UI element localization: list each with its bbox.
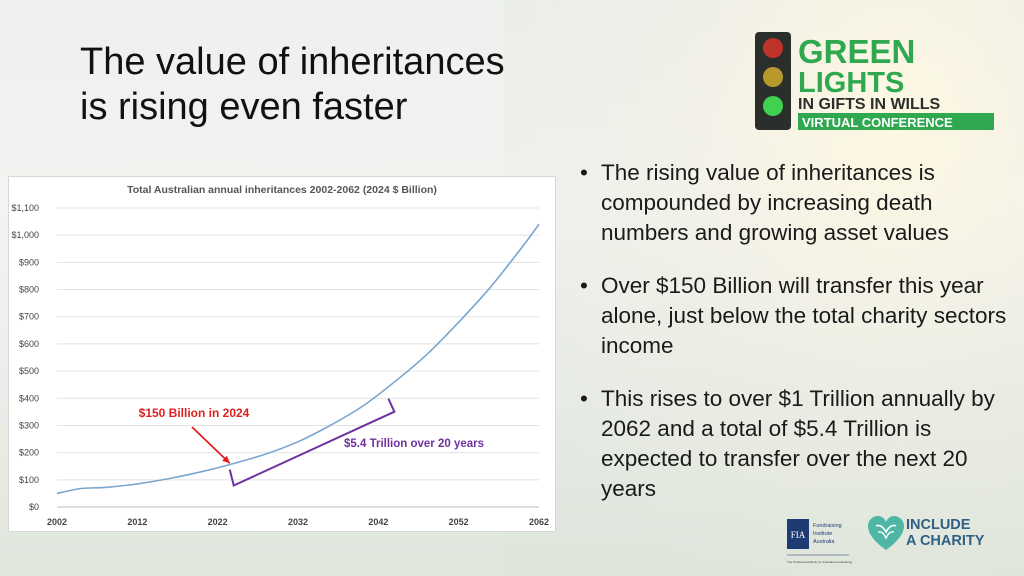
- bullet-glyph: •: [580, 386, 588, 411]
- chart-title: Total Australian annual inheritances 200…: [127, 184, 437, 196]
- include-a-charity-logo: [866, 514, 1006, 554]
- line-chart: Total Australian annual inheritances 200…: [11, 184, 549, 527]
- title-line-1: The value of inheritances: [80, 41, 505, 83]
- logo-graphic: GREEN LIGHTS IN GIFTS IN WILLS VIRTUAL C…: [755, 32, 994, 130]
- fia-name-3: Australia: [813, 539, 835, 545]
- x-tick-label: 2022: [208, 517, 228, 527]
- include-line-2: A CHARITY: [906, 533, 985, 549]
- purple-bracket: [228, 398, 396, 487]
- chart-panel: Total Australian annual inheritances 200…: [8, 176, 556, 532]
- bullet-item-2: • Over $150 Billion will transfer this ye…: [578, 271, 1018, 361]
- fia-name-2: Institute: [813, 531, 832, 537]
- x-tick-label: 2012: [127, 517, 147, 527]
- fia-abbr: FIA: [791, 530, 806, 540]
- green-lights-logo: GREEN LIGHTS IN GIFTS IN WILLS VIRTUAL C…: [752, 30, 1002, 134]
- include-logo-text: INCLUDE A CHARITY: [906, 517, 984, 549]
- chart-annotations: $150 Billion in 2024 $5.4 Trillion over 2…: [139, 398, 484, 487]
- bullet-list: • The rising value of inheritances is com…: [578, 158, 1018, 527]
- y-tick-label: $100: [19, 475, 39, 485]
- x-tick-label: 2032: [288, 517, 308, 527]
- logo-line-2: LIGHTS: [798, 67, 904, 99]
- amber-light-icon: [763, 67, 783, 87]
- y-tick-label: $500: [19, 366, 39, 376]
- green-light-icon: [763, 96, 783, 116]
- fia-logo-graphic: FIA Fundraising Institute Australia The …: [787, 519, 852, 564]
- annotation-5-4-trillion: $5.4 Trillion over 20 years: [344, 438, 484, 450]
- x-tick-label: 2002: [47, 517, 67, 527]
- bullet-glyph: •: [580, 160, 588, 185]
- bullet-item-1: • The rising value of inheritances is com…: [578, 158, 1018, 248]
- logo-line-4: VIRTUAL CONFERENCE: [802, 115, 953, 130]
- y-axis-tick-labels: $0 $100 $200 $300 $400 $500 $600 $700 $800 $900 $1…: [11, 203, 39, 512]
- include-line-1: INCLUDE: [906, 517, 971, 533]
- bullet-text-2: Over $150 Billion will transfer this yea…: [601, 273, 1007, 358]
- logo-line-3: IN GIFTS IN WILLS: [798, 96, 941, 113]
- x-tick-label: 2042: [368, 517, 388, 527]
- fia-badge: [787, 519, 809, 549]
- y-tick-label: $400: [19, 393, 39, 403]
- bullet-text-3: This rises to over $1 Trillion annually …: [601, 386, 995, 501]
- bullet-glyph: •: [580, 273, 588, 298]
- y-tick-label: $300: [19, 420, 39, 430]
- y-tick-label: $600: [19, 339, 39, 349]
- y-tick-label: $1,000: [11, 230, 39, 240]
- heart-icon: [868, 516, 904, 550]
- y-tick-label: $900: [19, 257, 39, 267]
- logo-tagline-bg: [798, 113, 994, 130]
- x-axis-tick-labels: 2002 2012 2022 2032 2042 2052 2062: [47, 517, 549, 527]
- y-tick-label: $0: [29, 502, 39, 512]
- y-tick-label: $800: [19, 285, 39, 295]
- x-tick-label: 2062: [529, 517, 549, 527]
- x-tick-label: 2052: [449, 517, 469, 527]
- annotation-150-billion: $150 Billion in 2024: [139, 406, 250, 420]
- y-tick-label: $700: [19, 312, 39, 322]
- bullet-item-3: • This rises to over $1 Trillion annually…: [578, 384, 1018, 504]
- fia-logo: FIA Fundraising Institute Australia The …: [785, 517, 855, 567]
- title-line-2: is rising even faster: [80, 86, 408, 128]
- red-arrow-shaft: [191, 426, 231, 464]
- series-line: [56, 223, 540, 495]
- page-title: The value of inheritances is rising even…: [80, 40, 640, 130]
- logo-line-1: GREEN: [798, 33, 915, 70]
- red-arrow-head: [222, 455, 230, 464]
- red-light-icon: [763, 38, 783, 58]
- y-tick-label: $200: [19, 448, 39, 458]
- fia-tagline: The Professional Body for Australian Fun…: [787, 560, 852, 564]
- fia-name-1: Fundraising: [813, 523, 842, 529]
- bullet-text-1: The rising value of inheritances is comp…: [601, 160, 949, 245]
- chart-grid: [57, 207, 539, 508]
- y-tick-label: $1,100: [11, 203, 39, 213]
